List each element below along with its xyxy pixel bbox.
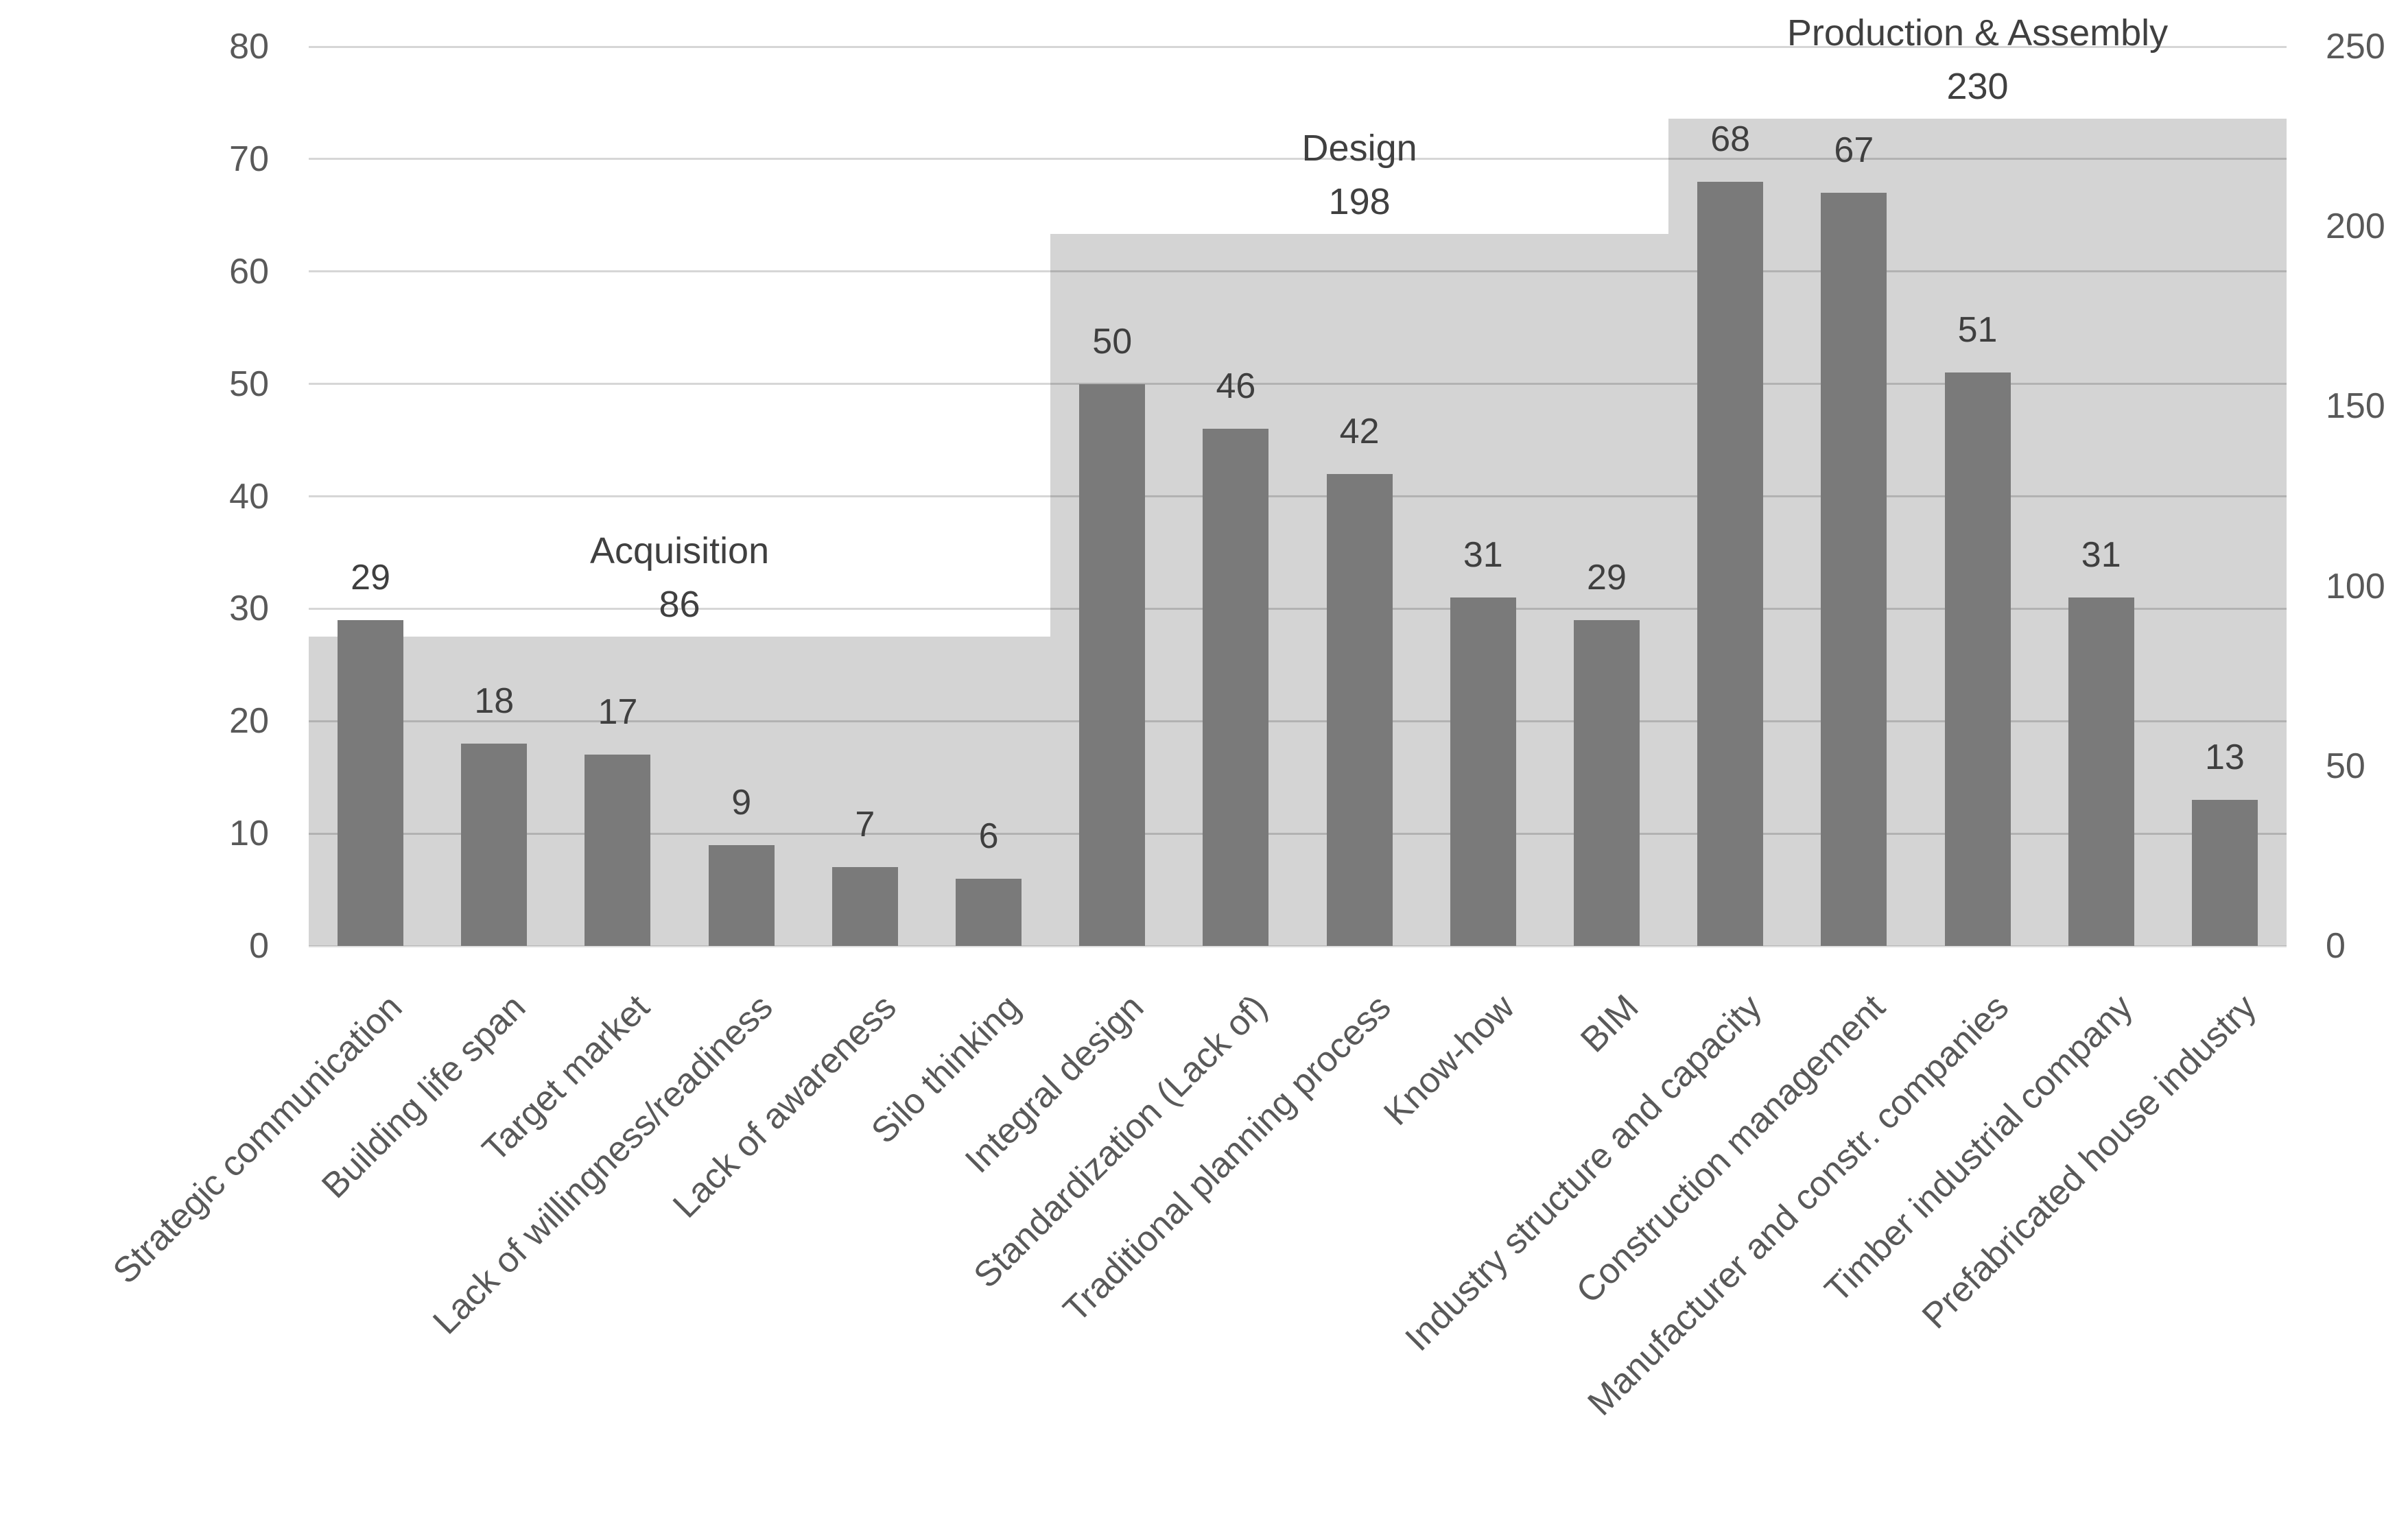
left-axis-tick-label: 20 (229, 701, 269, 742)
bar (1326, 473, 1393, 946)
bar-value-label: 51 (1957, 310, 1998, 351)
bar-value-label: 9 (731, 782, 752, 822)
bar (1079, 383, 1146, 946)
left-axis-tick-label: 50 (229, 364, 269, 404)
y-gridline (309, 720, 2287, 722)
bar (585, 755, 651, 946)
bar (338, 619, 404, 946)
left-axis-tick-label: 0 (249, 926, 269, 966)
right-axis-tick-label: 150 (2326, 386, 2385, 427)
bar-value-label: 42 (1339, 411, 1380, 451)
y-gridline (309, 270, 2287, 273)
group-name: Production & Assembly (1786, 12, 2169, 54)
bar (1821, 193, 1887, 946)
right-axis-tick-label: 200 (2326, 206, 2385, 247)
bar-value-label: 68 (1710, 119, 1751, 159)
bar-value-label: 46 (1216, 366, 1256, 407)
group-label: Production & Assembly 230 (1498, 6, 2408, 113)
bar-value-label: 29 (1587, 557, 1627, 597)
bar-value-label: 17 (598, 692, 638, 733)
right-axis-tick-label: 100 (2326, 566, 2385, 606)
bar (461, 744, 528, 946)
bar-value-label: 13 (2204, 737, 2245, 777)
y-gridline (309, 383, 2287, 386)
y-gridline (309, 158, 2287, 161)
bar-value-label: 18 (474, 681, 515, 722)
group-label: Design 198 (880, 121, 1840, 228)
left-axis-tick-label: 70 (229, 139, 269, 179)
y-gridline (309, 832, 2287, 835)
group-name: Acquisition (589, 530, 770, 572)
group-label: Acquisition 86 (200, 524, 1160, 631)
bar-value-label: 31 (1463, 534, 1503, 575)
right-axis-tick-label: 250 (2326, 27, 2385, 67)
y-gridline (309, 495, 2287, 497)
bar (1573, 619, 1640, 946)
category-label: BIM (1572, 987, 1646, 1061)
bar-value-label: 67 (1834, 130, 1874, 171)
left-axis-tick-label: 60 (229, 251, 269, 292)
right-axis-tick-label: 50 (2326, 746, 2365, 786)
bar (1450, 597, 1516, 946)
group-total-block (309, 637, 1051, 946)
left-axis-tick-label: 40 (229, 476, 269, 517)
bar (956, 878, 1022, 946)
bar (1944, 372, 2011, 946)
category-label: Know-how (1376, 987, 1522, 1133)
group-total: 86 (659, 584, 700, 626)
x-axis-line (309, 945, 2287, 947)
group-name: Design (1301, 127, 1417, 169)
group-total: 230 (1946, 65, 2009, 107)
bar (831, 867, 898, 946)
bar-value-label: 29 (351, 557, 391, 597)
bar (708, 844, 775, 946)
bar (1697, 181, 1764, 946)
group-total: 198 (1328, 180, 1391, 222)
bar (2191, 799, 2258, 946)
bar-value-label: 50 (1092, 321, 1133, 362)
left-axis-tick-label: 30 (229, 589, 269, 629)
bar-value-label: 6 (978, 816, 999, 856)
category-label: Lack of awareness (665, 987, 904, 1226)
bar-value-label: 31 (2081, 534, 2121, 575)
left-axis-tick-label: 80 (229, 27, 269, 67)
bar (1203, 429, 1269, 946)
y-gridline (309, 45, 2287, 48)
right-axis-tick-label: 0 (2326, 926, 2346, 966)
bar (2068, 597, 2134, 946)
y-gridline (309, 607, 2287, 610)
bar-value-label: 7 (855, 805, 875, 845)
left-axis-tick-label: 10 (229, 814, 269, 854)
